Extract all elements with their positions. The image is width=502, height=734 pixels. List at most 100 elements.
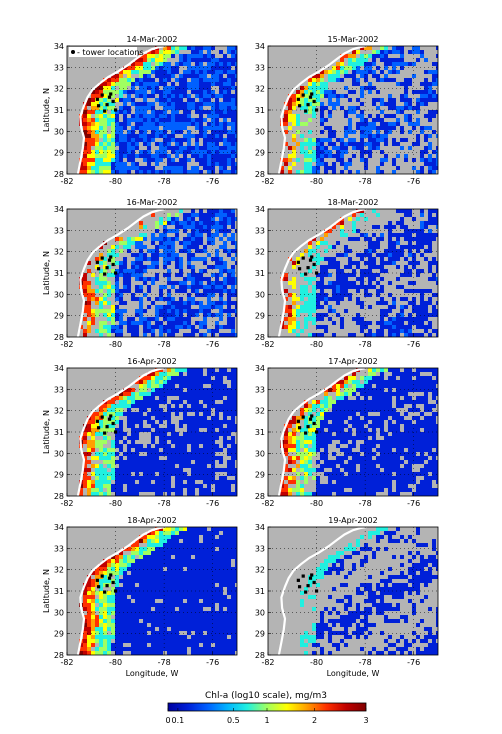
tower-marker	[111, 421, 115, 426]
y-tick-label: 28	[255, 170, 265, 179]
tower-marker	[297, 104, 302, 108]
tower-marker	[314, 108, 319, 112]
x-tick-label: -80	[109, 340, 122, 349]
y-axis-label: Latitude, N	[42, 569, 51, 613]
tower-marker	[113, 430, 118, 434]
tower-marker	[306, 103, 310, 107]
map-panel: 19-Apr-2002 -82 -80 -78 -76 34 33 32 31 30 29 28 Lon…	[255, 516, 439, 678]
y-tick-label: 34	[54, 42, 64, 51]
x-tick-label: -80	[310, 177, 323, 186]
map-panel: 14-Mar-2002 -82 -80 -78 -76 34 33 32 31 30 29 28 Lat…	[42, 35, 238, 186]
x-tick-label: -78	[359, 340, 372, 349]
map-panel: 16-Mar-2002 -82 -80 -78 -76 34 33 32 31 30 29 28 Lat…	[42, 198, 238, 349]
y-tick-label: 32	[54, 407, 64, 416]
y-tick-label: 31	[54, 106, 64, 115]
tower-marker	[100, 256, 104, 260]
tower-marker	[297, 426, 302, 430]
map-panel: 18-Mar-2002 -82 -80 -78 -76 34 33 32 31 30 29 28	[255, 198, 439, 349]
tower-marker	[296, 97, 300, 101]
y-tick-label: 34	[255, 523, 265, 532]
chlorophyll-field	[280, 209, 438, 337]
tower-marker	[314, 430, 319, 434]
tower-marker	[310, 414, 314, 418]
y-tick-label: 34	[255, 42, 265, 51]
x-tick-label: -78	[158, 340, 171, 349]
colorbar-tick-label: 0	[165, 716, 170, 725]
panel-title: 18-Mar-2002	[328, 198, 379, 207]
coastline	[76, 527, 166, 655]
x-tick-label: -78	[158, 499, 171, 508]
y-tick-label: 33	[54, 385, 64, 394]
tower-marker	[306, 425, 310, 429]
tower-marker	[109, 255, 113, 259]
panel-title: 15-Mar-2002	[328, 35, 379, 44]
y-tick-label: 31	[54, 587, 64, 596]
y-tick-label: 31	[255, 269, 265, 278]
y-tick-label: 33	[54, 63, 64, 72]
legend-marker	[71, 50, 75, 54]
x-tick-label: -76	[407, 177, 420, 186]
coastline	[277, 46, 367, 174]
tower-marker	[105, 266, 109, 270]
y-tick-label: 32	[54, 248, 64, 257]
x-tick-label: -82	[261, 658, 274, 667]
tower-marker	[312, 580, 316, 585]
y-tick-label: 30	[255, 608, 265, 617]
y-tick-label: 29	[255, 471, 265, 480]
y-tick-label: 34	[255, 205, 265, 214]
x-tick-label: -82	[60, 340, 73, 349]
y-tick-label: 31	[54, 269, 64, 278]
legend: - tower locations	[69, 47, 144, 57]
y-tick-label: 28	[54, 492, 64, 501]
chlorophyll-field	[300, 527, 438, 655]
y-tick-label: 31	[255, 428, 265, 437]
panel-title: 18-Apr-2002	[127, 516, 176, 525]
tower-marker	[308, 576, 313, 580]
x-tick-label: -82	[261, 340, 274, 349]
tower-marker	[297, 585, 302, 589]
x-tick-label: -80	[310, 499, 323, 508]
y-tick-label: 30	[54, 290, 64, 299]
tower-marker	[105, 425, 109, 429]
chlorophyll-field	[79, 527, 237, 655]
tower-marker	[109, 414, 113, 418]
y-axis-label: Latitude, N	[42, 410, 51, 454]
y-tick-label: 30	[255, 127, 265, 136]
y-tick-label: 32	[255, 85, 265, 94]
y-tick-label: 33	[54, 544, 64, 553]
tower-marker	[312, 262, 316, 267]
x-tick-label: -78	[359, 658, 372, 667]
x-tick-label: -76	[407, 658, 420, 667]
y-axis-label: Latitude, N	[42, 251, 51, 295]
coastline	[76, 46, 166, 174]
tower-marker	[96, 585, 101, 589]
tower-marker	[95, 97, 99, 101]
y-tick-label: 32	[255, 407, 265, 416]
y-tick-label: 34	[54, 364, 64, 373]
tower-marker	[107, 417, 112, 421]
x-tick-label: -76	[206, 499, 219, 508]
x-tick-label: -78	[359, 499, 372, 508]
panel-title: 17-Apr-2002	[328, 357, 377, 366]
tower-marker	[111, 262, 115, 267]
y-tick-label: 30	[54, 449, 64, 458]
tower-marker	[103, 431, 107, 435]
y-tick-label: 31	[255, 106, 265, 115]
chlorophyll-field	[280, 368, 438, 496]
x-tick-label: -76	[407, 340, 420, 349]
y-axis-label: Latitude, N	[42, 88, 51, 132]
coastline	[277, 527, 367, 655]
y-tick-label: 33	[255, 63, 265, 72]
tower-marker	[95, 419, 99, 423]
chlorophyll-field	[79, 46, 237, 174]
x-tick-label: -78	[158, 658, 171, 667]
tower-marker	[308, 95, 313, 99]
tower-marker	[109, 92, 113, 96]
x-tick-label: -82	[261, 499, 274, 508]
y-tick-label: 33	[255, 226, 265, 235]
panel-title: 14-Mar-2002	[127, 35, 178, 44]
tower-marker	[312, 99, 316, 104]
y-tick-label: 34	[54, 523, 64, 532]
colorbar-tick-label: 0.1	[172, 716, 185, 725]
